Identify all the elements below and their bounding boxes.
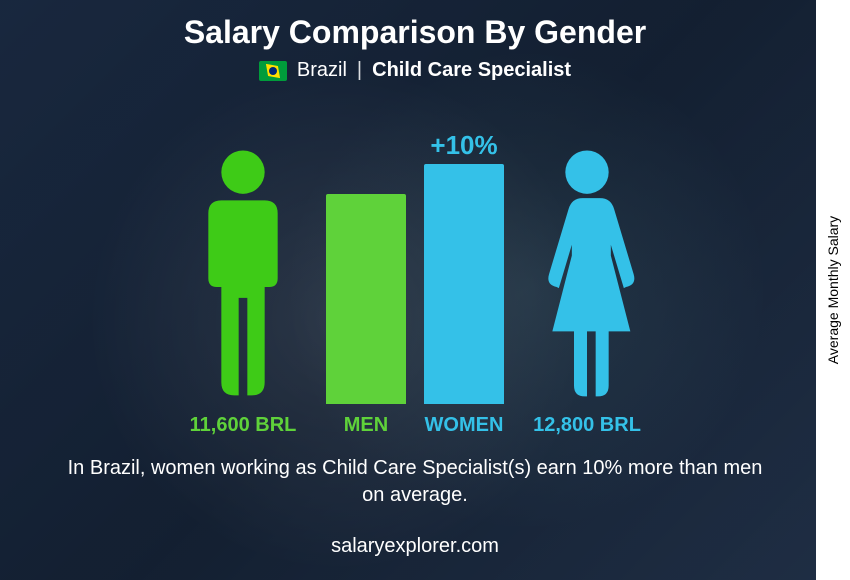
labels-row: 11,600 BRL MEN WOMEN 12,800 BRL bbox=[40, 414, 790, 437]
page-title: Salary Comparison By Gender bbox=[184, 14, 646, 51]
infographic-container: Salary Comparison By Gender Brazil | Chi… bbox=[0, 0, 850, 580]
male-icon-column bbox=[173, 144, 313, 404]
brazil-flag-icon bbox=[259, 61, 287, 81]
male-person-icon bbox=[188, 144, 298, 404]
women-bar-column: +10% bbox=[419, 164, 509, 404]
subtitle: Brazil | Child Care Specialist bbox=[259, 59, 571, 82]
chart-area: +10% bbox=[40, 100, 790, 404]
pct-diff-label: +10% bbox=[430, 130, 497, 161]
subtitle-separator: | bbox=[357, 59, 362, 82]
men-salary-value: 11,600 BRL bbox=[173, 414, 313, 437]
subtitle-country: Brazil bbox=[297, 59, 347, 82]
summary-text: In Brazil, women working as Child Care S… bbox=[65, 455, 765, 509]
footer-source: salaryexplorer.com bbox=[331, 535, 499, 558]
women-bar bbox=[424, 164, 504, 404]
female-icon-column bbox=[517, 144, 657, 404]
subtitle-job: Child Care Specialist bbox=[372, 59, 571, 82]
female-person-icon bbox=[532, 144, 642, 404]
men-bar-column bbox=[321, 194, 411, 404]
men-bar bbox=[326, 194, 406, 404]
men-label: MEN bbox=[321, 414, 411, 437]
women-label: WOMEN bbox=[419, 414, 509, 437]
women-salary-value: 12,800 BRL bbox=[517, 414, 657, 437]
